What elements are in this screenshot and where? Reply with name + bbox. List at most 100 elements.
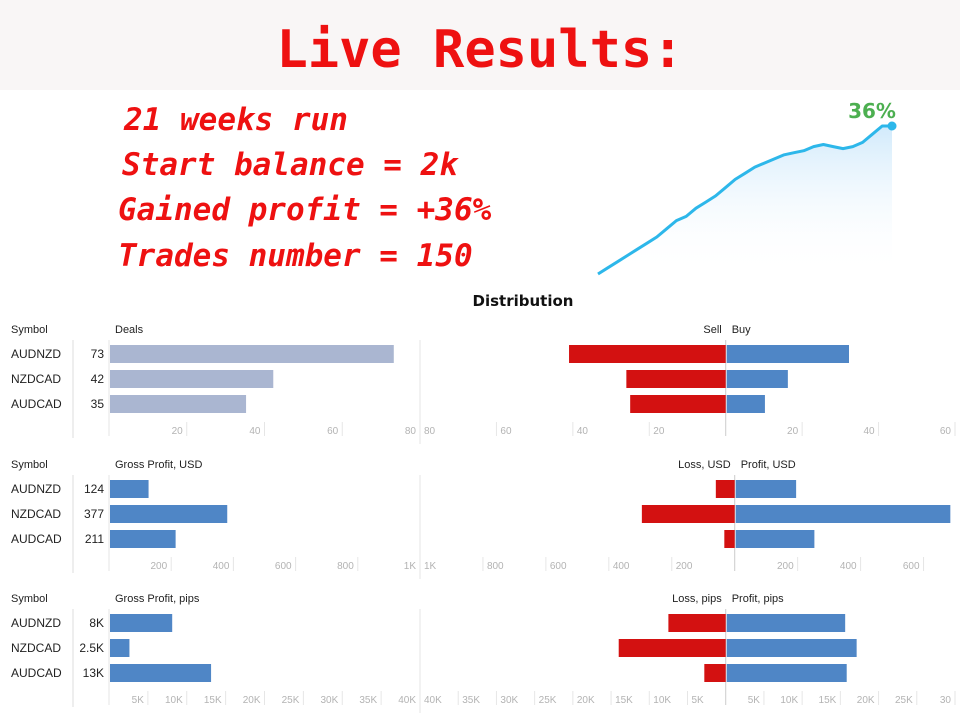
left-tick-label: 25K — [282, 695, 300, 706]
positive-bar — [735, 505, 951, 523]
positive-bar — [726, 345, 849, 363]
left-tick-label: 200 — [151, 561, 168, 572]
left-tick-label: 80 — [405, 426, 417, 437]
positive-bar — [726, 664, 847, 682]
right-tick-label: 200 — [676, 561, 693, 572]
value-label: 377 — [84, 507, 104, 521]
right-tick-label: 40 — [577, 426, 589, 437]
symbol-label: NZDCAD — [11, 372, 61, 386]
value-label: 73 — [91, 347, 105, 361]
left-bar — [110, 480, 149, 498]
stat-weeks: 21 weeks run — [124, 102, 348, 138]
negative-bar — [626, 370, 726, 388]
positive-bar — [735, 530, 815, 548]
symbol-label: AUDCAD — [11, 532, 62, 546]
right-tick-label: 40K — [424, 695, 442, 706]
stat-gained-profit: Gained profit = +36% — [118, 192, 492, 228]
left-tick-label: 60 — [327, 426, 339, 437]
right-tick-label: 200 — [777, 561, 794, 572]
left-tick-label: 1K — [404, 561, 417, 572]
right-tick-label: 20K — [857, 695, 875, 706]
growth-chart: 36% — [597, 99, 897, 276]
right-chart-negative-header: Loss, pips — [672, 593, 722, 605]
left-bar — [110, 639, 130, 657]
right-chart-positive-header: Profit, USD — [741, 459, 796, 471]
positive-bar — [726, 614, 846, 632]
growth-line — [597, 124, 892, 276]
right-tick-label: 10K — [653, 695, 671, 706]
left-bar — [110, 370, 274, 388]
right-tick-label: 10K — [780, 695, 798, 706]
header: Live Results: — [0, 0, 960, 90]
left-tick-label: 600 — [275, 561, 292, 572]
stat-trades-number: Trades number = 150 — [118, 238, 473, 274]
right-tick-label: 1K — [424, 561, 437, 572]
symbol-label: AUDCAD — [11, 397, 62, 411]
distribution-title: Distribution — [472, 292, 574, 310]
right-tick-label: 30K — [500, 695, 518, 706]
right-tick-label: 60 — [940, 426, 952, 437]
right-tick-label: 30 — [940, 695, 952, 706]
left-bar — [110, 530, 176, 548]
symbol-header: Symbol — [11, 593, 48, 605]
left-bar — [110, 664, 212, 682]
panel-profit-usd: Symbol Gross Profit, USD Loss, USD Profit, … — [11, 459, 951, 579]
negative-bar — [724, 530, 735, 548]
right-chart-negative-header: Loss, USD — [678, 459, 731, 471]
growth-area — [598, 126, 892, 274]
left-chart-header: Gross Profit, pips — [115, 593, 200, 605]
symbol-header: Symbol — [11, 459, 48, 471]
left-tick-label: 20 — [172, 426, 184, 437]
symbol-label: AUDNZD — [11, 347, 61, 361]
symbol-label: AUDNZD — [11, 482, 61, 496]
left-bar — [110, 345, 394, 363]
value-label: 42 — [91, 372, 105, 386]
panel-deals: Symbol Deals Sell Buy 20 40 60 80 80 60 40 20 20 40 60… — [11, 324, 956, 444]
right-tick-label: 20 — [653, 426, 665, 437]
right-tick-label: 15K — [615, 695, 633, 706]
positive-bar — [726, 395, 765, 413]
right-tick-label: 25K — [895, 695, 913, 706]
value-label: 8K — [89, 616, 104, 630]
left-tick-label: 35K — [359, 695, 377, 706]
symbol-label: NZDCAD — [11, 507, 61, 521]
left-tick-label: 20K — [243, 695, 261, 706]
right-tick-label: 80 — [424, 426, 436, 437]
right-tick-label: 400 — [613, 561, 630, 572]
positive-bar — [735, 480, 797, 498]
growth-percent-label: 36% — [848, 99, 896, 123]
right-chart-positive-header: Profit, pips — [732, 593, 784, 605]
right-tick-label: 60 — [500, 426, 512, 437]
value-label: 13K — [83, 666, 104, 680]
left-tick-label: 30K — [320, 695, 338, 706]
right-tick-label: 25K — [539, 695, 557, 706]
growth-end-marker — [887, 121, 897, 131]
right-tick-label: 20 — [787, 426, 799, 437]
value-label: 124 — [84, 482, 104, 496]
left-tick-label: 400 — [213, 561, 230, 572]
left-tick-label: 800 — [337, 561, 354, 572]
left-tick-label: 10K — [165, 695, 183, 706]
left-tick-label: 40 — [249, 426, 261, 437]
value-label: 2.5K — [79, 641, 104, 655]
panel-profit-pips: Symbol Gross Profit, pips Loss, pips Profit… — [11, 593, 956, 713]
left-bar — [110, 505, 228, 523]
right-tick-label: 800 — [487, 561, 504, 572]
symbol-label: NZDCAD — [11, 641, 61, 655]
negative-bar — [569, 345, 726, 363]
negative-bar — [630, 395, 726, 413]
right-tick-label: 40 — [863, 426, 875, 437]
left-bar — [110, 395, 247, 413]
positive-bar — [726, 639, 857, 657]
page-title: Live Results: — [276, 20, 684, 80]
left-chart-header: Gross Profit, USD — [115, 459, 202, 471]
right-tick-label: 20K — [577, 695, 595, 706]
negative-bar — [704, 664, 726, 682]
left-bar — [110, 614, 173, 632]
left-tick-label: 15K — [204, 695, 222, 706]
stat-start-balance: Start balance = 2k — [122, 147, 458, 183]
right-chart-negative-header: Sell — [703, 324, 721, 336]
left-tick-label: 40K — [398, 695, 416, 706]
positive-bar — [726, 370, 788, 388]
value-label: 211 — [85, 532, 104, 546]
